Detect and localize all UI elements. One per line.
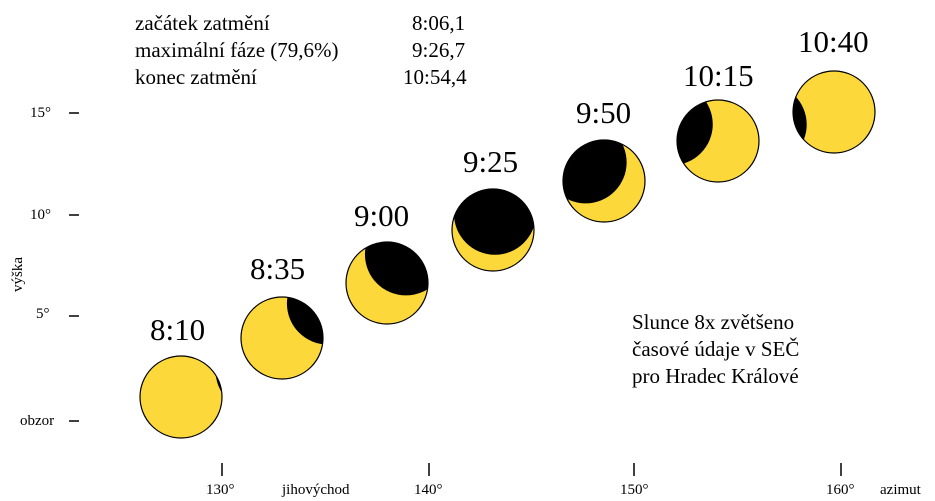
- info-value-end: 10:54,4: [403, 65, 467, 89]
- y-tick-horizon: obzor: [20, 413, 55, 429]
- note-time-zone: časové údaje v SEČ: [632, 337, 800, 361]
- sun-outline-1040: [792, 70, 876, 154]
- sun-outline-810: [139, 355, 223, 439]
- sun-outline-950: [562, 139, 646, 223]
- time-label-0950: 9:50: [576, 95, 632, 130]
- note-magnification: Slunce 8x zvětšeno: [632, 310, 795, 334]
- moon-shadow-950: [563, 140, 627, 204]
- sun-outline-900: [345, 241, 429, 325]
- x-direction-label: jihovýchod: [282, 482, 350, 498]
- sun-outline-1015: [676, 99, 760, 183]
- moon-shadow-900: [364, 242, 428, 296]
- time-label-0900: 9:00: [354, 198, 410, 233]
- note-location: pro Hradec Králové: [632, 364, 799, 388]
- time-label-0810: 8:10: [150, 312, 206, 347]
- info-label-end: konec zatmění: [135, 65, 257, 89]
- moon-shadow-835: [286, 297, 323, 345]
- axis-tick-marks: [69, 112, 842, 476]
- time-label-0925: 9:25: [463, 144, 519, 179]
- x-tick-160: 160°: [826, 482, 855, 498]
- sun-disc-1040: [793, 71, 875, 153]
- moon-shadow-1015: [677, 100, 713, 166]
- moon-shadow-925: [453, 189, 534, 255]
- info-value-start: 8:06,1: [412, 11, 466, 35]
- y-tick-15: 15°: [30, 105, 51, 121]
- x-axis-label: azimut: [880, 482, 921, 498]
- info-value-max: 9:26,7: [412, 38, 466, 62]
- info-label-start: začátek zatmění: [135, 11, 270, 35]
- time-label-0835: 8:35: [250, 251, 306, 286]
- sun-disc-810: [140, 356, 222, 438]
- x-tick-150: 150°: [620, 482, 649, 498]
- y-tick-10: 10°: [30, 207, 51, 223]
- eclipse-times-table: začátek zatmění 8:06,1 maximální fáze (7…: [135, 10, 467, 95]
- x-tick-130: 130°: [206, 482, 235, 498]
- y-tick-5: 5°: [36, 306, 50, 322]
- time-label-1040: 10:40: [798, 24, 869, 59]
- sun-outline-925: [451, 188, 535, 272]
- info-label-max: maximální fáze (79,6%): [135, 38, 339, 62]
- x-tick-140: 140°: [414, 482, 443, 498]
- sun-outline-835: [240, 296, 324, 380]
- time-label-1015: 10:15: [683, 58, 754, 93]
